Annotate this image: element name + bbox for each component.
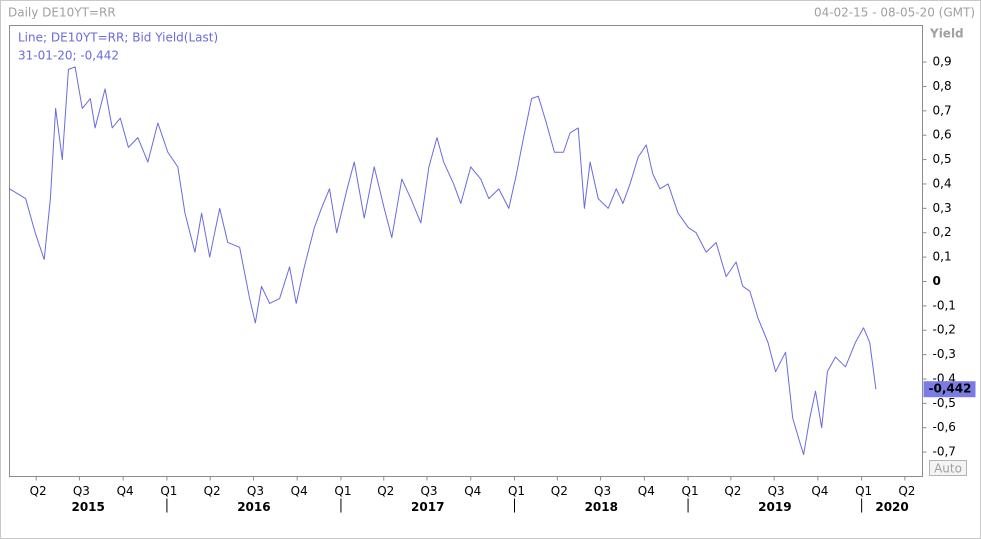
x-tick-label: Q2 xyxy=(551,484,568,498)
x-tick-label: Q4 xyxy=(811,484,828,498)
y-axis-label: Yield xyxy=(929,27,964,41)
legend-title: Line; DE10YT=RR; Bid Yield(Last) xyxy=(18,31,218,45)
x-tick-label: Q1 xyxy=(160,484,177,498)
y-tick-label: 0,5 xyxy=(933,152,952,166)
x-tick-label: Q4 xyxy=(291,484,308,498)
year-label: 2015 xyxy=(71,500,104,514)
y-tick-label: -0,7 xyxy=(933,445,956,459)
yield-line xyxy=(9,66,877,456)
y-tick-label: 0,1 xyxy=(933,250,952,264)
x-tick-label: Q2 xyxy=(724,484,741,498)
x-tick-label: Q1 xyxy=(855,484,872,498)
x-tick-label: Q3 xyxy=(73,484,90,498)
y-tick-label: -0,1 xyxy=(933,298,956,312)
x-tick-label: Q4 xyxy=(117,484,134,498)
y-tick-label: -0,5 xyxy=(933,396,956,410)
end-value-box xyxy=(923,381,976,398)
x-tick-label: Q2 xyxy=(377,484,394,498)
chart-title: Daily DE10YT=RR xyxy=(8,6,116,20)
x-tick-label: Q3 xyxy=(768,484,785,498)
year-label: 2016 xyxy=(237,500,270,514)
plot-area xyxy=(9,25,923,477)
year-label: 2017 xyxy=(411,500,444,514)
y-tick-label: 0,2 xyxy=(933,225,952,239)
year-label: 2018 xyxy=(585,500,618,514)
y-tick-label: -0,6 xyxy=(933,420,956,434)
x-tick-label: Q1 xyxy=(508,484,525,498)
y-tick-label: 0,6 xyxy=(933,128,952,142)
year-label: 2020 xyxy=(875,500,908,514)
x-tick-label: Q4 xyxy=(638,484,655,498)
y-tick-label: 0,9 xyxy=(933,55,952,69)
x-tick-label: Q3 xyxy=(594,484,611,498)
y-tick-label: 0 xyxy=(933,274,941,288)
x-tick-label: Q1 xyxy=(682,484,699,498)
y-tick-label: -0,2 xyxy=(933,323,956,337)
x-tick-label: Q3 xyxy=(247,484,264,498)
auto-button-label[interactable]: Auto xyxy=(934,462,962,476)
x-tick-label: Q4 xyxy=(464,484,481,498)
auto-button[interactable] xyxy=(929,460,967,476)
y-tick-label: 0,8 xyxy=(933,79,952,93)
x-tick-label: Q2 xyxy=(204,484,221,498)
year-label: 2019 xyxy=(758,500,791,514)
y-tick-label: -0,3 xyxy=(933,347,956,361)
legend-detail: 31-01-20; -0,442 xyxy=(18,49,119,63)
date-range: 04-02-15 - 08-05-20 (GMT) xyxy=(814,6,975,20)
y-tick-label: 0,3 xyxy=(933,201,952,215)
x-tick-label: Q3 xyxy=(420,484,437,498)
end-value-label: -0,442 xyxy=(929,382,972,396)
x-tick-label: Q2 xyxy=(30,484,47,498)
y-tick-label: 0,4 xyxy=(933,176,952,190)
y-tick-label: 0,7 xyxy=(933,103,952,117)
x-tick-label: Q2 xyxy=(898,484,915,498)
x-tick-label: Q1 xyxy=(334,484,351,498)
